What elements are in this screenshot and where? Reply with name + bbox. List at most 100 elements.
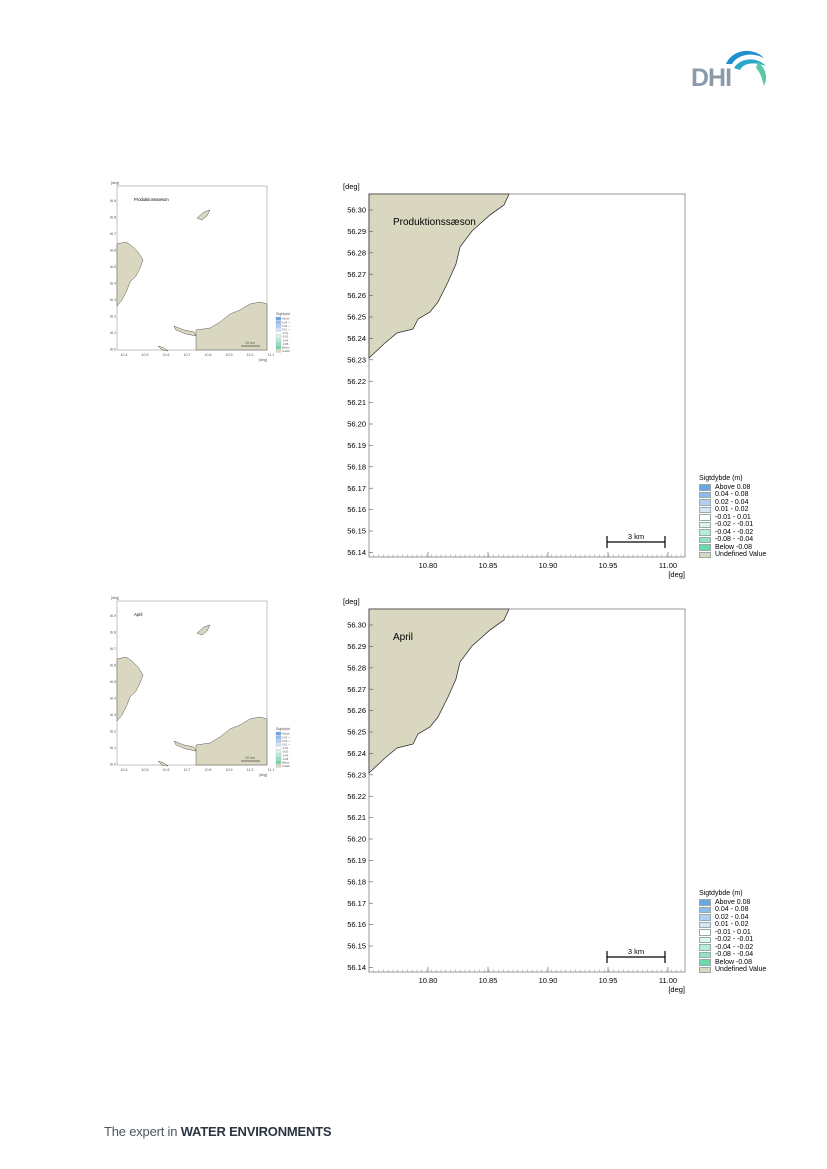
main-map: [deg] 56.30 56.29 56.28 56.27 56.26 56.25 56.24…	[343, 597, 686, 994]
overview-y-tick: 56.3	[110, 713, 116, 717]
overview-y-tick: 56.2	[110, 730, 116, 734]
overview-legend-label: 0.01 - 0.02	[282, 328, 290, 332]
y-tick-label: 56.22	[347, 377, 366, 386]
overview-legend-swatch	[275, 320, 282, 324]
y-tick-label: 56.26	[347, 706, 366, 715]
overview-islet	[157, 345, 169, 352]
x-tick-label: 10.90	[539, 561, 558, 570]
y-tick-label: 56.20	[347, 835, 366, 844]
overview-legend-label: -0.08 - -0.04	[282, 757, 290, 761]
overview-y-tick: 56.7	[110, 232, 116, 236]
y-tick-label: 56.15	[347, 942, 366, 951]
x-tick-label: 11.00	[659, 561, 677, 570]
overview-scale-label: 10 km	[245, 341, 255, 345]
overview-legend-title: Sigtdybde (m)	[276, 312, 290, 316]
x-tick-label: 10.90	[539, 976, 558, 985]
overview-legend-swatch	[275, 746, 282, 750]
overview-legend-swatch	[275, 324, 282, 328]
legend-swatch	[699, 506, 711, 513]
overview-island	[196, 209, 211, 221]
y-tick-label: 56.25	[347, 728, 366, 737]
x-tick-label: 10.95	[599, 976, 618, 985]
y-tick-label: 56.15	[347, 527, 366, 536]
overview-x-unit: [deg]	[259, 773, 267, 777]
footer-strong: WATER ENVIRONMENTS	[180, 1124, 332, 1139]
overview-legend-label: Above 0.08	[282, 317, 290, 321]
legend-label: 0.01 - 0.02	[715, 506, 749, 513]
y-tick-label: 56.23	[347, 355, 366, 364]
legend-swatch	[699, 514, 711, 521]
map-label: April	[393, 632, 413, 643]
legend-swatch	[699, 499, 711, 506]
overview-y-tick: 56.3	[110, 298, 116, 302]
overview-legend-swatch	[275, 742, 282, 746]
overview-x-tick: 10.4	[121, 768, 128, 772]
overview-legend-swatch	[275, 753, 282, 757]
legend-item: Above 0.08	[699, 484, 766, 492]
overview-x-unit: [deg]	[259, 358, 267, 362]
overview-legend-swatch	[275, 338, 282, 342]
overview-legend-swatch	[275, 764, 282, 768]
legend-item: 0.02 - 0.04	[699, 914, 766, 922]
overview-legend-swatch	[275, 760, 282, 764]
y-tick-label: 56.28	[347, 248, 366, 257]
x-tick-label: 10.80	[419, 561, 438, 570]
overview-unit: [deg]	[111, 181, 119, 185]
legend-swatch	[699, 484, 711, 491]
main-map: [deg] 56.30 56.29 56.28 56.27 56.26 56.25 56.24…	[343, 182, 686, 579]
overview-legend-label: -0.08 - -0.04	[282, 342, 290, 346]
overview-legend-label: -0.02 - -0.01	[282, 750, 290, 754]
y-tick-label: 56.25	[347, 313, 366, 322]
y-tick-label: 56.18	[347, 877, 366, 886]
overview-x-tick: 10.9	[226, 768, 233, 772]
overview-legend-swatch	[275, 316, 282, 321]
overview-y-tick: 56.2	[110, 315, 116, 319]
legend-label: Below -0.08	[715, 958, 752, 966]
overview-y-tick: 56.9	[110, 614, 116, 618]
overview-legend-label: -0.01 - 0.01	[282, 746, 290, 750]
legend-swatch	[699, 536, 711, 543]
overview-x-tick: 10.6	[163, 353, 170, 357]
overview-legend-label: 0.01 - 0.02	[282, 743, 290, 747]
legend-swatch	[699, 899, 711, 906]
overview-legend-label: -0.01 - 0.01	[282, 331, 290, 335]
x-tick-label: 10.95	[599, 561, 618, 570]
legend-swatch	[699, 929, 711, 936]
overview-land-south	[195, 301, 268, 351]
overview-legend-swatch	[275, 749, 282, 754]
legend-label: Undefined Value	[715, 551, 767, 558]
overview-x-tick: 10.7	[184, 768, 191, 772]
overview-x-tick: 11.1	[268, 768, 275, 772]
scale-bar-label: 3 km	[628, 947, 644, 956]
legend-item: 0.04 - 0.08	[699, 491, 766, 499]
y-tick-label: 56.16	[347, 920, 366, 929]
legend-label: -0.01 - 0.01	[715, 513, 751, 521]
legend-swatch	[699, 544, 711, 551]
y-tick-label: 56.29	[347, 642, 366, 651]
overview-spit	[173, 740, 197, 752]
y-tick-label: 56.30	[347, 206, 366, 215]
y-tick-label: 56.24	[347, 749, 366, 758]
overview-legend-swatch	[275, 342, 282, 346]
legend-item: Below -0.08	[699, 959, 766, 967]
legend-swatch	[699, 914, 711, 921]
overview-label: April	[134, 612, 142, 617]
legend-label: 0.01 - 0.02	[715, 921, 749, 928]
wave-icon	[726, 50, 766, 86]
legend-item: -0.04 - -0.02	[699, 944, 766, 952]
footer-tagline: The expert in WATER ENVIRONMENTS	[104, 1124, 332, 1139]
overview-y-tick: 56.1	[110, 331, 116, 335]
overview-legend-swatch	[275, 731, 282, 736]
overview-x-tick: 10.8	[205, 353, 212, 357]
overview-legend-swatch	[275, 331, 282, 335]
legend-label: 0.04 - 0.08	[715, 906, 749, 913]
legend-item: -0.01 - 0.01	[699, 929, 766, 937]
x-tick-label: 10.80	[419, 976, 438, 985]
y-tick-label: 56.27	[347, 270, 366, 279]
legend-item: -0.02 - -0.01	[699, 936, 766, 944]
legend-label: Undefined Value	[715, 966, 767, 973]
overview-legend-label: 0.04 - 0.08	[282, 320, 290, 324]
overview-y-tick: 56.5	[110, 680, 116, 684]
y-tick-label: 56.14	[347, 963, 366, 972]
land-area	[368, 608, 510, 774]
